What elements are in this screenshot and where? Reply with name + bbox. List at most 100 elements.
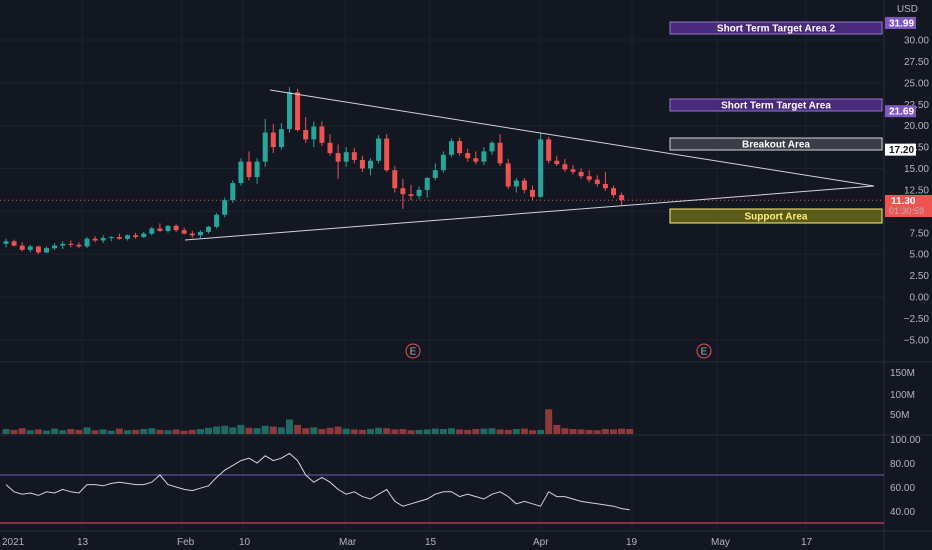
time-tick-19: 19 — [626, 537, 638, 548]
volume-bar — [569, 429, 577, 434]
volume-bar — [593, 430, 601, 434]
volume-bar — [34, 429, 42, 434]
volume-bar — [537, 429, 545, 434]
earnings-marker-1[interactable] — [405, 343, 421, 359]
candle — [165, 225, 171, 233]
candle — [368, 158, 373, 176]
volume-bar — [488, 428, 496, 434]
candle — [35, 245, 41, 255]
zone-box[interactable] — [669, 208, 883, 224]
zone-1[interactable]: Short Term Target Area — [669, 98, 883, 112]
rsi-axis[interactable]: 100.00 80.00 60.00 40.00 — [890, 435, 921, 518]
candle — [214, 213, 220, 229]
volume-bar — [43, 430, 50, 434]
volume-bar — [504, 429, 512, 434]
volume-bar — [107, 430, 115, 434]
volume-bar — [26, 430, 34, 434]
candle-body — [27, 246, 33, 250]
zone-3[interactable]: Support Area — [669, 208, 883, 224]
upper-trendline[interactable] — [269, 89, 875, 187]
time-tick-may: May — [711, 537, 730, 548]
volume-bar — [342, 428, 350, 434]
candle-body — [489, 142, 495, 152]
volume-bar — [423, 429, 431, 434]
volume-axis[interactable]: 150M 100M 50M — [890, 368, 915, 421]
volume-bar — [334, 426, 342, 434]
volume-bar — [464, 429, 472, 434]
candle — [513, 177, 519, 193]
price-badge-box — [885, 143, 916, 156]
volume-bar — [67, 429, 75, 434]
rsi-tick-40: 40.00 — [890, 507, 915, 518]
lower-trendline[interactable] — [184, 185, 875, 241]
price-badge-text: 31.99 — [889, 18, 914, 29]
candle — [311, 121, 317, 148]
volume-bar — [205, 427, 212, 434]
volume-bar — [310, 427, 318, 434]
candle-body — [173, 225, 179, 231]
candle — [141, 231, 147, 238]
candle — [376, 135, 382, 164]
candle — [465, 148, 471, 162]
candle-body — [440, 154, 446, 171]
volume-bar — [480, 428, 488, 434]
candle — [19, 242, 25, 252]
candle-body — [222, 200, 228, 215]
time-axis[interactable]: 2021 13 Feb 10 Mar 15 Apr 19 May 17 — [2, 537, 813, 548]
rsi-tick-100: 100.00 — [890, 435, 921, 446]
candle-body — [197, 231, 203, 236]
candle — [489, 141, 495, 155]
volume-bar — [213, 426, 221, 434]
volume-bar — [180, 430, 188, 434]
candle-body — [578, 171, 584, 177]
price-badge-box — [885, 105, 916, 118]
time-tick-apr: Apr — [533, 537, 549, 548]
candle — [287, 87, 292, 133]
price-tick: −5.00 — [904, 335, 930, 346]
zone-box[interactable] — [669, 21, 883, 35]
candle — [173, 224, 179, 232]
zone-label: Breakout Area — [742, 140, 810, 151]
candle-body — [270, 132, 276, 148]
volume-bar — [610, 429, 617, 434]
candle — [327, 134, 333, 156]
time-tick-10: 10 — [239, 537, 251, 548]
volume-bar — [2, 429, 10, 434]
zone-box[interactable] — [669, 98, 883, 112]
zone-0[interactable]: Short Term Target Area 2 — [669, 21, 883, 35]
volume-bar — [245, 427, 253, 434]
chart-grid — [0, 0, 884, 531]
candle — [149, 226, 155, 236]
candle — [52, 243, 58, 250]
price-tick: 25.00 — [904, 78, 929, 89]
volume-bar — [585, 429, 593, 434]
rsi-pane — [0, 452, 884, 524]
volume-bar — [10, 429, 18, 434]
volume-bar — [367, 429, 374, 434]
candle-body — [262, 132, 268, 162]
candle — [262, 118, 268, 167]
zone-label: Short Term Target Area 2 — [717, 24, 836, 35]
candle — [546, 136, 552, 164]
price-axis[interactable]: USD 30.00 27.50 25.00 22.50 20.00 17.50 15.00 1… — [897, 4, 930, 346]
candle — [116, 233, 122, 240]
volume-bar — [399, 429, 407, 434]
price-badge-text: 21.69 — [889, 107, 914, 118]
candle-body — [84, 238, 90, 247]
earnings-marker-1-label: E — [410, 347, 417, 358]
time-tick-15: 15 — [425, 537, 437, 548]
volume-bar — [148, 428, 156, 434]
candle — [303, 117, 309, 143]
volume-bar — [496, 429, 504, 434]
earnings-marker-2[interactable] — [696, 343, 712, 359]
zone-2[interactable]: Breakout Area — [669, 137, 883, 151]
zone-box[interactable] — [669, 137, 883, 151]
time-tick-mar: Mar — [339, 537, 357, 548]
candle-body — [157, 228, 163, 232]
candle-body — [214, 214, 220, 227]
candle-body — [562, 164, 568, 170]
candle — [538, 132, 544, 198]
volume-bar — [269, 426, 277, 434]
candle-body — [343, 152, 349, 162]
